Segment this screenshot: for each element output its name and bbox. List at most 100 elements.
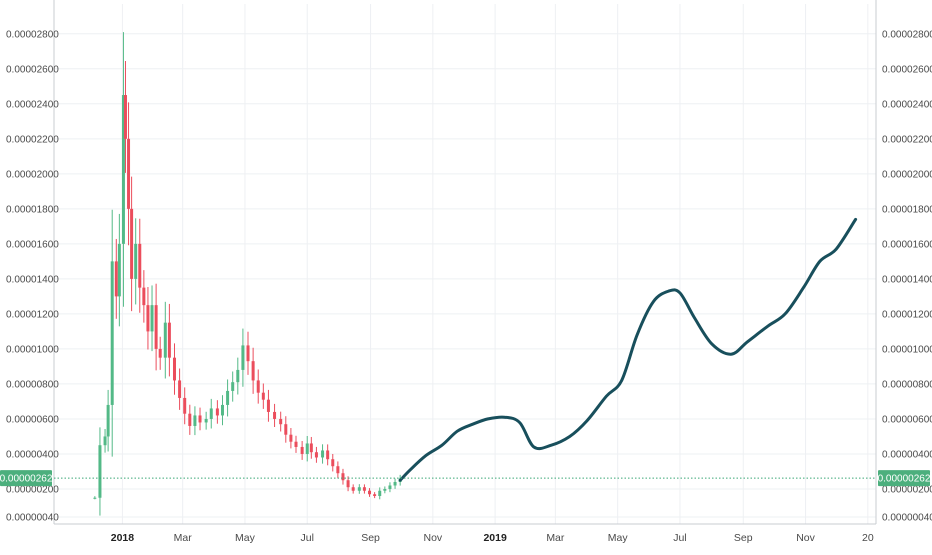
y-tick-label-right: 0.00002600 — [882, 64, 932, 75]
projection-line-series — [398, 217, 858, 482]
candle-body — [331, 459, 335, 467]
y-tick-label-left: 0.00002000 — [6, 169, 59, 180]
x-tick-label: Nov — [796, 532, 815, 544]
last-price-tag-right-text: 0.00000262 — [878, 474, 931, 485]
candle-body — [209, 408, 213, 419]
y-tick-label-right: 0.00000200 — [882, 484, 932, 495]
candle-body — [220, 404, 224, 416]
y-tick-label-left: 0.00001400 — [6, 274, 59, 285]
y-tick-label-right: 0.00001000 — [882, 344, 932, 355]
candle-body — [117, 243, 121, 297]
candle-body — [300, 446, 304, 454]
candle-body — [321, 450, 325, 458]
y-tick-label-left: 0.00000600 — [6, 414, 59, 425]
candle-body — [130, 208, 134, 279]
candle-body — [121, 95, 125, 244]
x-tick-label: Nov — [423, 532, 442, 544]
candle-body — [183, 397, 187, 414]
candle-body — [251, 361, 255, 381]
y-tick-label-right: 0.00001200 — [882, 309, 932, 320]
y-tick-label-right: 0.00001400 — [882, 274, 932, 285]
candle-body — [305, 443, 309, 454]
x-tick-label: 2018 — [111, 532, 135, 544]
y-tick-label-left: 0.00002400 — [6, 99, 59, 110]
candle-body — [266, 399, 270, 412]
candle-body — [273, 411, 277, 419]
candle-body — [114, 261, 118, 297]
y-tick-label-left: 0.00002600 — [6, 64, 59, 75]
candle-body — [279, 418, 283, 425]
candle-body — [341, 473, 345, 481]
candle-body — [123, 95, 127, 139]
y-tick-label-left: 0.00001000 — [6, 344, 59, 355]
y-tick-label-left: 0.00001200 — [6, 309, 59, 320]
candle-body — [110, 261, 114, 405]
time-axis[interactable]: 2018 Mar May Jul Sep Nov 2019 Mar May Jul Sep Nov 20 — [111, 532, 874, 544]
x-tick-label: Mar — [174, 532, 193, 544]
candle-body — [158, 348, 162, 358]
left-price-axis[interactable]: 0.00002800 0.00002600 0.00002400 0.00002200… — [6, 29, 59, 523]
y-tick-label-right: 0.00002400 — [882, 99, 932, 110]
candle-body — [106, 404, 110, 437]
y-tick-label-right: 0.00000600 — [882, 414, 932, 425]
x-tick-label: Jul — [301, 532, 314, 544]
candle-body — [294, 441, 298, 447]
candle-body — [261, 392, 265, 400]
x-tick-label: May — [235, 532, 256, 544]
grid — [54, 4, 876, 524]
y-tick-label-right: 0.00002800 — [882, 29, 932, 40]
y-tick-label-left: 0.00002800 — [6, 29, 59, 40]
y-tick-label-left: 0.00000800 — [6, 379, 59, 390]
candle-body — [103, 436, 107, 446]
x-tick-label: 20 — [862, 532, 874, 544]
y-tick-label-left: 0.00002200 — [6, 134, 59, 145]
y-tick-label-left: 0.00000400 — [6, 449, 59, 460]
candle-body — [368, 490, 372, 495]
last-price-markers: 0.00000262 0.00000262 — [0, 470, 931, 487]
candle-body — [388, 485, 392, 489]
candle-body — [351, 487, 355, 491]
candle-body — [314, 452, 318, 458]
y-tick-label-right: 0.00001600 — [882, 239, 932, 250]
axes — [53, 0, 877, 525]
candle-body — [163, 322, 167, 358]
candle-body — [193, 415, 197, 426]
candle-body — [309, 443, 313, 453]
candle-body — [150, 305, 154, 332]
y-tick-label-left: 0.00001800 — [6, 204, 59, 215]
candle-body — [178, 380, 182, 398]
last-price-tag-left — [0, 470, 52, 487]
last-price-tag-right — [878, 470, 930, 487]
last-price-tag-left-text: 0.00000262 — [0, 474, 53, 485]
candle-body — [383, 488, 387, 491]
candle-body — [256, 380, 260, 393]
candle-body — [378, 490, 382, 496]
x-tick-label: Sep — [734, 532, 753, 544]
candle-body — [93, 497, 97, 499]
right-price-axis[interactable]: 0.00002800 0.00002600 0.00002400 0.00002200… — [882, 29, 932, 523]
candle-body — [373, 494, 377, 496]
candle-body — [289, 434, 293, 442]
candle-body — [236, 369, 240, 383]
candle-body — [336, 466, 340, 474]
candle-body — [127, 138, 131, 209]
candle-body — [231, 382, 235, 391]
candle-body — [134, 243, 138, 279]
candle-body — [357, 487, 361, 491]
x-tick-label: Mar — [546, 532, 565, 544]
candle-body — [393, 481, 397, 486]
x-tick-label: 2019 — [483, 532, 507, 544]
candle-body — [188, 413, 192, 426]
x-tick-label: Sep — [361, 532, 380, 544]
candlestick-series — [93, 32, 402, 516]
y-tick-label-right: 0.00000800 — [882, 379, 932, 390]
candle-body — [142, 287, 146, 306]
y-tick-label-right: 0.00000400 — [882, 449, 932, 460]
candle-body — [326, 450, 330, 460]
y-tick-label-left: 0.00000040 — [6, 512, 59, 523]
candle-body — [226, 390, 230, 405]
candle-body — [241, 345, 245, 370]
